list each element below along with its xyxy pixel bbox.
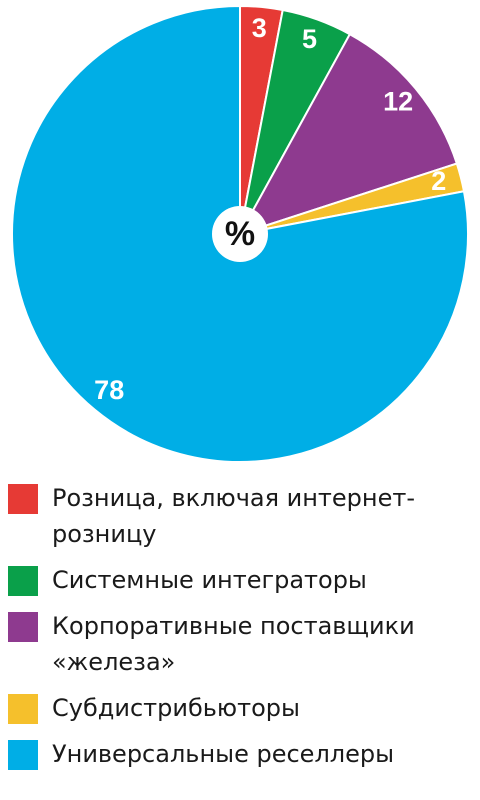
slice-value-label: 12 (383, 86, 413, 116)
legend-swatch (8, 484, 38, 514)
legend-item: Розница, включая интернет-розницу (8, 480, 478, 552)
legend-item: Универсальные реселлеры (8, 736, 478, 772)
legend: Розница, включая интернет-розницу Системн… (8, 480, 478, 782)
legend-label: Корпоративные поставщики «железа» (52, 612, 415, 676)
center-label: % (225, 215, 255, 253)
legend-swatch (8, 612, 38, 642)
legend-label: Субдистрибьюторы (52, 694, 300, 722)
legend-label: Системные интеграторы (52, 566, 367, 594)
legend-item: Системные интеграторы (8, 562, 478, 598)
slice-value-label: 78 (94, 375, 124, 405)
legend-swatch (8, 740, 38, 770)
legend-label: Розница, включая интернет-розницу (52, 484, 416, 548)
legend-label: Универсальные реселлеры (52, 740, 395, 768)
legend-item: Корпоративные поставщики «железа» (8, 608, 478, 680)
pie-chart: 3 5 12 2 78% (11, 4, 469, 463)
pie-slice (237, 32, 459, 236)
slice-value-label: 3 (252, 13, 267, 43)
legend-swatch (8, 566, 38, 596)
slice-value-label: 2 (431, 166, 446, 196)
slice-value-label: 5 (302, 24, 317, 54)
legend-swatch (8, 694, 38, 724)
center-circle (212, 206, 268, 262)
legend-item: Субдистрибьюторы (8, 690, 478, 726)
